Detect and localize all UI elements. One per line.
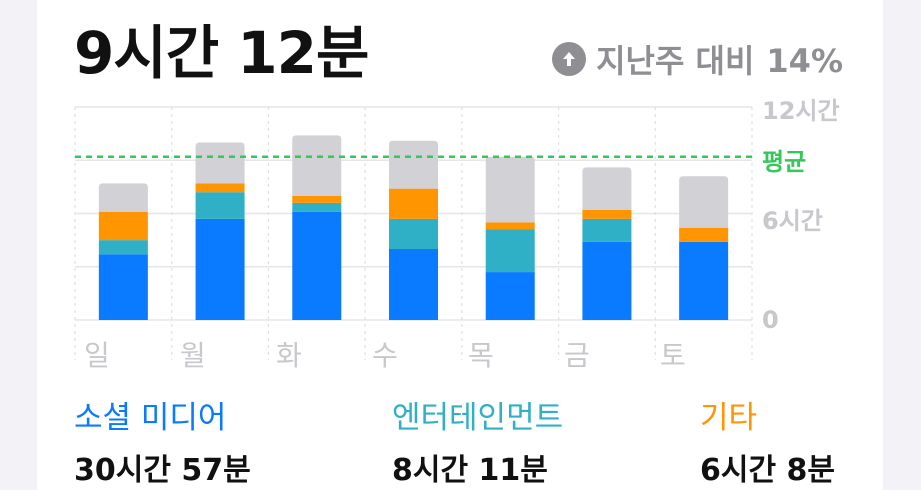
- weekly-trend: 지난주 대비 14%: [552, 36, 843, 82]
- day-label-mon: 월: [180, 339, 206, 372]
- day-label-tue: 화: [276, 339, 302, 372]
- screen-time-card: [37, 0, 883, 490]
- day-label-thu: 목: [468, 339, 494, 372]
- total-screen-time: 9시간 12분: [74, 19, 369, 87]
- bar-segment-6-0: [679, 241, 729, 320]
- arrow-up-circle-icon: [552, 42, 587, 76]
- bar-segment-0-2: [98, 211, 148, 241]
- bar-segment-1-3: [195, 142, 245, 184]
- bar-segment-2-3: [292, 135, 342, 196]
- bar-segment-3-0: [389, 249, 438, 320]
- bar-segment-3-1: [389, 218, 438, 249]
- legend-other-total: 6시간 8분: [700, 453, 835, 488]
- bar-segment-0-0: [98, 254, 148, 320]
- legend-entertainment-label: 엔터테인먼트: [392, 400, 564, 436]
- bar-segment-5-1: [582, 218, 632, 242]
- legend-entertainment-total: 8시간 11분: [392, 453, 548, 488]
- trend-value: 14%: [766, 42, 843, 80]
- bar-segment-3-3: [389, 140, 438, 189]
- legend-other-label: 기타: [700, 400, 758, 436]
- day-label-sat: 토: [660, 339, 686, 372]
- bar-segment-6-3: [679, 176, 729, 228]
- bar-segment-5-2: [582, 209, 632, 219]
- bar-segment-5-0: [582, 241, 632, 320]
- y-tick-6: 6시간: [762, 207, 823, 235]
- bar-segment-0-3: [98, 183, 148, 212]
- legend-other[interactable]: 기타 6시간 8분: [700, 392, 835, 489]
- bar-segment-1-0: [195, 218, 245, 320]
- bar-segment-6-2: [679, 227, 729, 242]
- bar-segment-4-1: [485, 229, 535, 273]
- legend-social[interactable]: 소셜 미디어 30시간 57분: [74, 392, 251, 489]
- bar-segment-1-1: [195, 192, 245, 219]
- bar-segment-2-2: [292, 195, 342, 203]
- legend-social-total: 30시간 57분: [74, 453, 251, 488]
- bar-segment-1-2: [195, 183, 245, 193]
- legend-entertainment[interactable]: 엔터테인먼트 8시간 11분: [392, 392, 563, 489]
- day-label-fri: 금: [564, 339, 590, 372]
- bar-segment-5-3: [582, 167, 632, 210]
- day-label-sun: 일: [84, 339, 110, 372]
- bar-segment-2-1: [292, 202, 342, 212]
- y-tick-0: 0: [762, 306, 779, 334]
- bar-segment-2-0: [292, 211, 342, 320]
- trend-text: 지난주 대비: [596, 42, 755, 80]
- bar-segment-0-1: [98, 240, 148, 255]
- day-label-wed: 수: [372, 339, 398, 372]
- bar-segment-3-2: [389, 188, 438, 219]
- bar-segment-4-2: [485, 222, 535, 230]
- bar-segment-4-0: [485, 272, 535, 320]
- bar-segment-4-3: [485, 156, 535, 223]
- average-label: 평균: [762, 148, 807, 176]
- legend-social-label: 소셜 미디어: [74, 400, 227, 436]
- y-tick-12: 12시간: [762, 97, 840, 125]
